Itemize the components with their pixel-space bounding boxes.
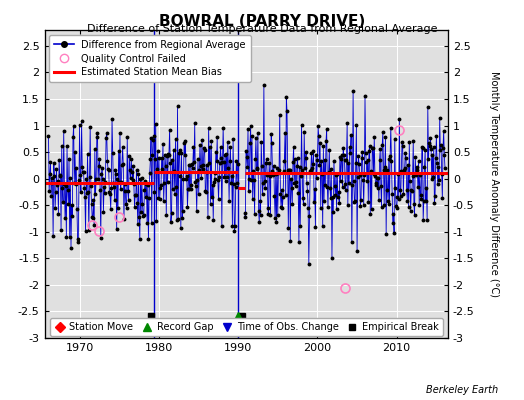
Text: Difference of Station Temperature Data from Regional Average: Difference of Station Temperature Data f… (87, 24, 437, 34)
Y-axis label: Monthly Temperature Anomaly Difference (°C): Monthly Temperature Anomaly Difference (… (488, 71, 498, 297)
Text: Berkeley Earth: Berkeley Earth (425, 385, 498, 395)
Legend: Station Move, Record Gap, Time of Obs. Change, Empirical Break: Station Move, Record Gap, Time of Obs. C… (50, 318, 443, 336)
Text: BOWRAL (PARRY DRIVE): BOWRAL (PARRY DRIVE) (159, 14, 365, 29)
